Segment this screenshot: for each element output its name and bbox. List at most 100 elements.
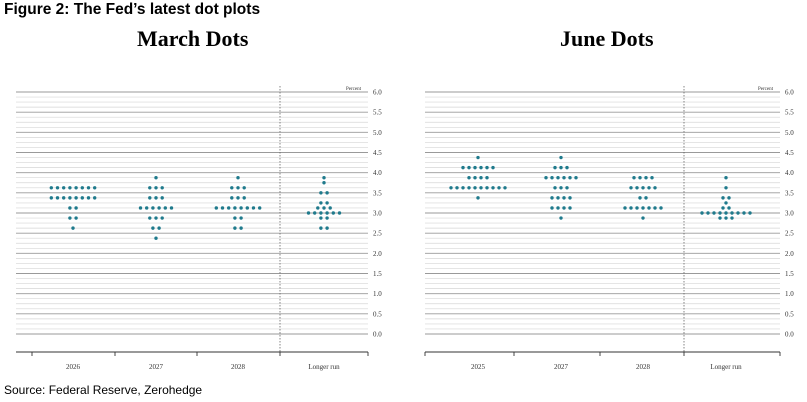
dot-plot-point — [230, 196, 234, 200]
dot-plot-point — [49, 186, 53, 190]
y-tick-label: 0.0 — [373, 331, 382, 339]
dot-plot-point — [736, 211, 740, 215]
dot-plot-point — [562, 176, 566, 180]
dot-plot-point — [71, 226, 75, 230]
dot-plot-point — [467, 165, 471, 170]
dot-plot-point — [325, 201, 329, 205]
dot-plot-point — [93, 196, 97, 200]
dot-plot-point — [325, 191, 329, 195]
x-category-label: 2028 — [636, 363, 651, 371]
dot-plot-point — [550, 196, 554, 200]
dot-plot-point — [724, 216, 728, 220]
dot-plot-point — [479, 186, 483, 190]
dot-plot-point — [748, 211, 752, 215]
dot-plot-point — [574, 176, 578, 180]
dot-plot-point — [306, 211, 311, 215]
dot-plot-point — [331, 211, 335, 215]
dot-plot-point — [230, 186, 234, 190]
dot-plot-point — [638, 196, 642, 200]
dot-plot-point — [565, 186, 569, 190]
march-dot-plot: 0.0 0.5 1.0 1.5 2.0 2.5 3.0 3.5 4.0 4.5 5.0 5.5 6.0 P… — [16, 86, 382, 371]
y-tick-label: 0.0 — [785, 331, 794, 339]
y-tick-label: 5.0 — [785, 129, 794, 137]
dot-plot-point — [718, 211, 722, 215]
dot-plot-point — [641, 186, 645, 190]
y-tick-label: 6.0 — [785, 89, 794, 97]
dot-plot-point — [635, 186, 639, 190]
dot-plot-point — [325, 216, 329, 220]
y-tick-label: 4.5 — [373, 149, 382, 157]
dot-plot-point — [322, 176, 326, 180]
dot-plot-point — [742, 211, 746, 215]
dot-plot-point — [485, 176, 489, 180]
dot-plot-point — [724, 176, 728, 180]
dot-plot-point — [647, 186, 651, 190]
dot-plot-point — [706, 211, 710, 215]
dot-plot-point — [68, 196, 72, 200]
dot-plot-point — [647, 206, 651, 210]
dot-plot-point — [163, 206, 167, 210]
dot-plot-point — [154, 216, 158, 220]
dot-plot-point — [550, 176, 554, 180]
dot-plot-point — [233, 206, 237, 210]
dot-plot-point — [562, 206, 566, 210]
dot-plot-point — [730, 216, 734, 220]
dot-plot-point — [641, 216, 645, 220]
dot-plot-point — [138, 206, 143, 210]
dot-plot-point — [449, 186, 453, 190]
june-panel-title: June Dots — [560, 26, 654, 51]
dot-plot-point — [473, 165, 477, 170]
dot-plot-point — [476, 155, 480, 160]
y-tick-label: 3.5 — [785, 189, 794, 197]
dot-plot-point — [239, 216, 243, 220]
dot-plot-point — [236, 176, 240, 180]
dot-plot-point — [497, 186, 501, 190]
dot-plot-point — [68, 206, 72, 210]
x-category-label: 2025 — [471, 363, 486, 371]
dot-plot-point — [559, 165, 563, 170]
y-tick-label: 1.5 — [373, 270, 382, 278]
dot-plot-point — [251, 206, 256, 210]
dot-plot-point — [74, 196, 78, 200]
dot-plot-point — [556, 176, 560, 180]
dot-plot-point — [653, 186, 657, 190]
june-dot-plot: 0.0 0.5 1.0 1.5 2.0 2.5 3.0 3.5 4.0 4.5 5.0 5.5 6.0 P… — [424, 86, 794, 371]
dot-plot-point — [319, 191, 323, 195]
y-tick-label: 3.0 — [373, 210, 382, 218]
dot-plot-point — [644, 176, 648, 180]
dot-plot-point — [160, 196, 164, 200]
y-tick-label: 0.5 — [785, 310, 794, 318]
dot-plot-point — [160, 216, 164, 220]
dot-plot-point — [467, 186, 471, 190]
dot-plot-point — [319, 216, 323, 220]
dot-plot-point — [239, 226, 243, 230]
dot-plot-point — [239, 206, 243, 210]
dot-plot-point — [236, 196, 240, 200]
x-category-label: Longer run — [308, 363, 340, 371]
dot-plot-point — [68, 216, 72, 220]
x-category-label: 2027 — [554, 363, 569, 371]
dot-plot-point — [641, 206, 645, 210]
dot-plot-point — [322, 181, 326, 185]
y-tick-label: 4.5 — [785, 149, 794, 157]
dot-plot-point — [236, 186, 240, 190]
dot-plot-point — [638, 176, 642, 180]
dot-plot-point — [154, 236, 158, 240]
unit-label: Percent — [758, 87, 774, 92]
dot-plot-point — [74, 206, 78, 210]
dot-plot-point — [491, 186, 495, 190]
dot-plot-point — [145, 206, 149, 210]
dot-plot-point — [568, 176, 572, 180]
dot-plot-point — [319, 201, 323, 205]
dot-plot-point — [556, 206, 560, 210]
dot-plot-point — [479, 176, 483, 180]
dot-plot-point — [169, 206, 174, 210]
dot-plot-point — [544, 176, 548, 180]
x-category-label: Longer run — [710, 363, 742, 371]
y-tick-label: 0.5 — [373, 310, 382, 318]
dot-plot-point — [68, 186, 72, 190]
dot-plot-point — [233, 226, 237, 230]
dot-plot-point — [724, 211, 728, 215]
dot-plot-point — [727, 196, 731, 200]
dot-plot-point — [473, 186, 477, 190]
